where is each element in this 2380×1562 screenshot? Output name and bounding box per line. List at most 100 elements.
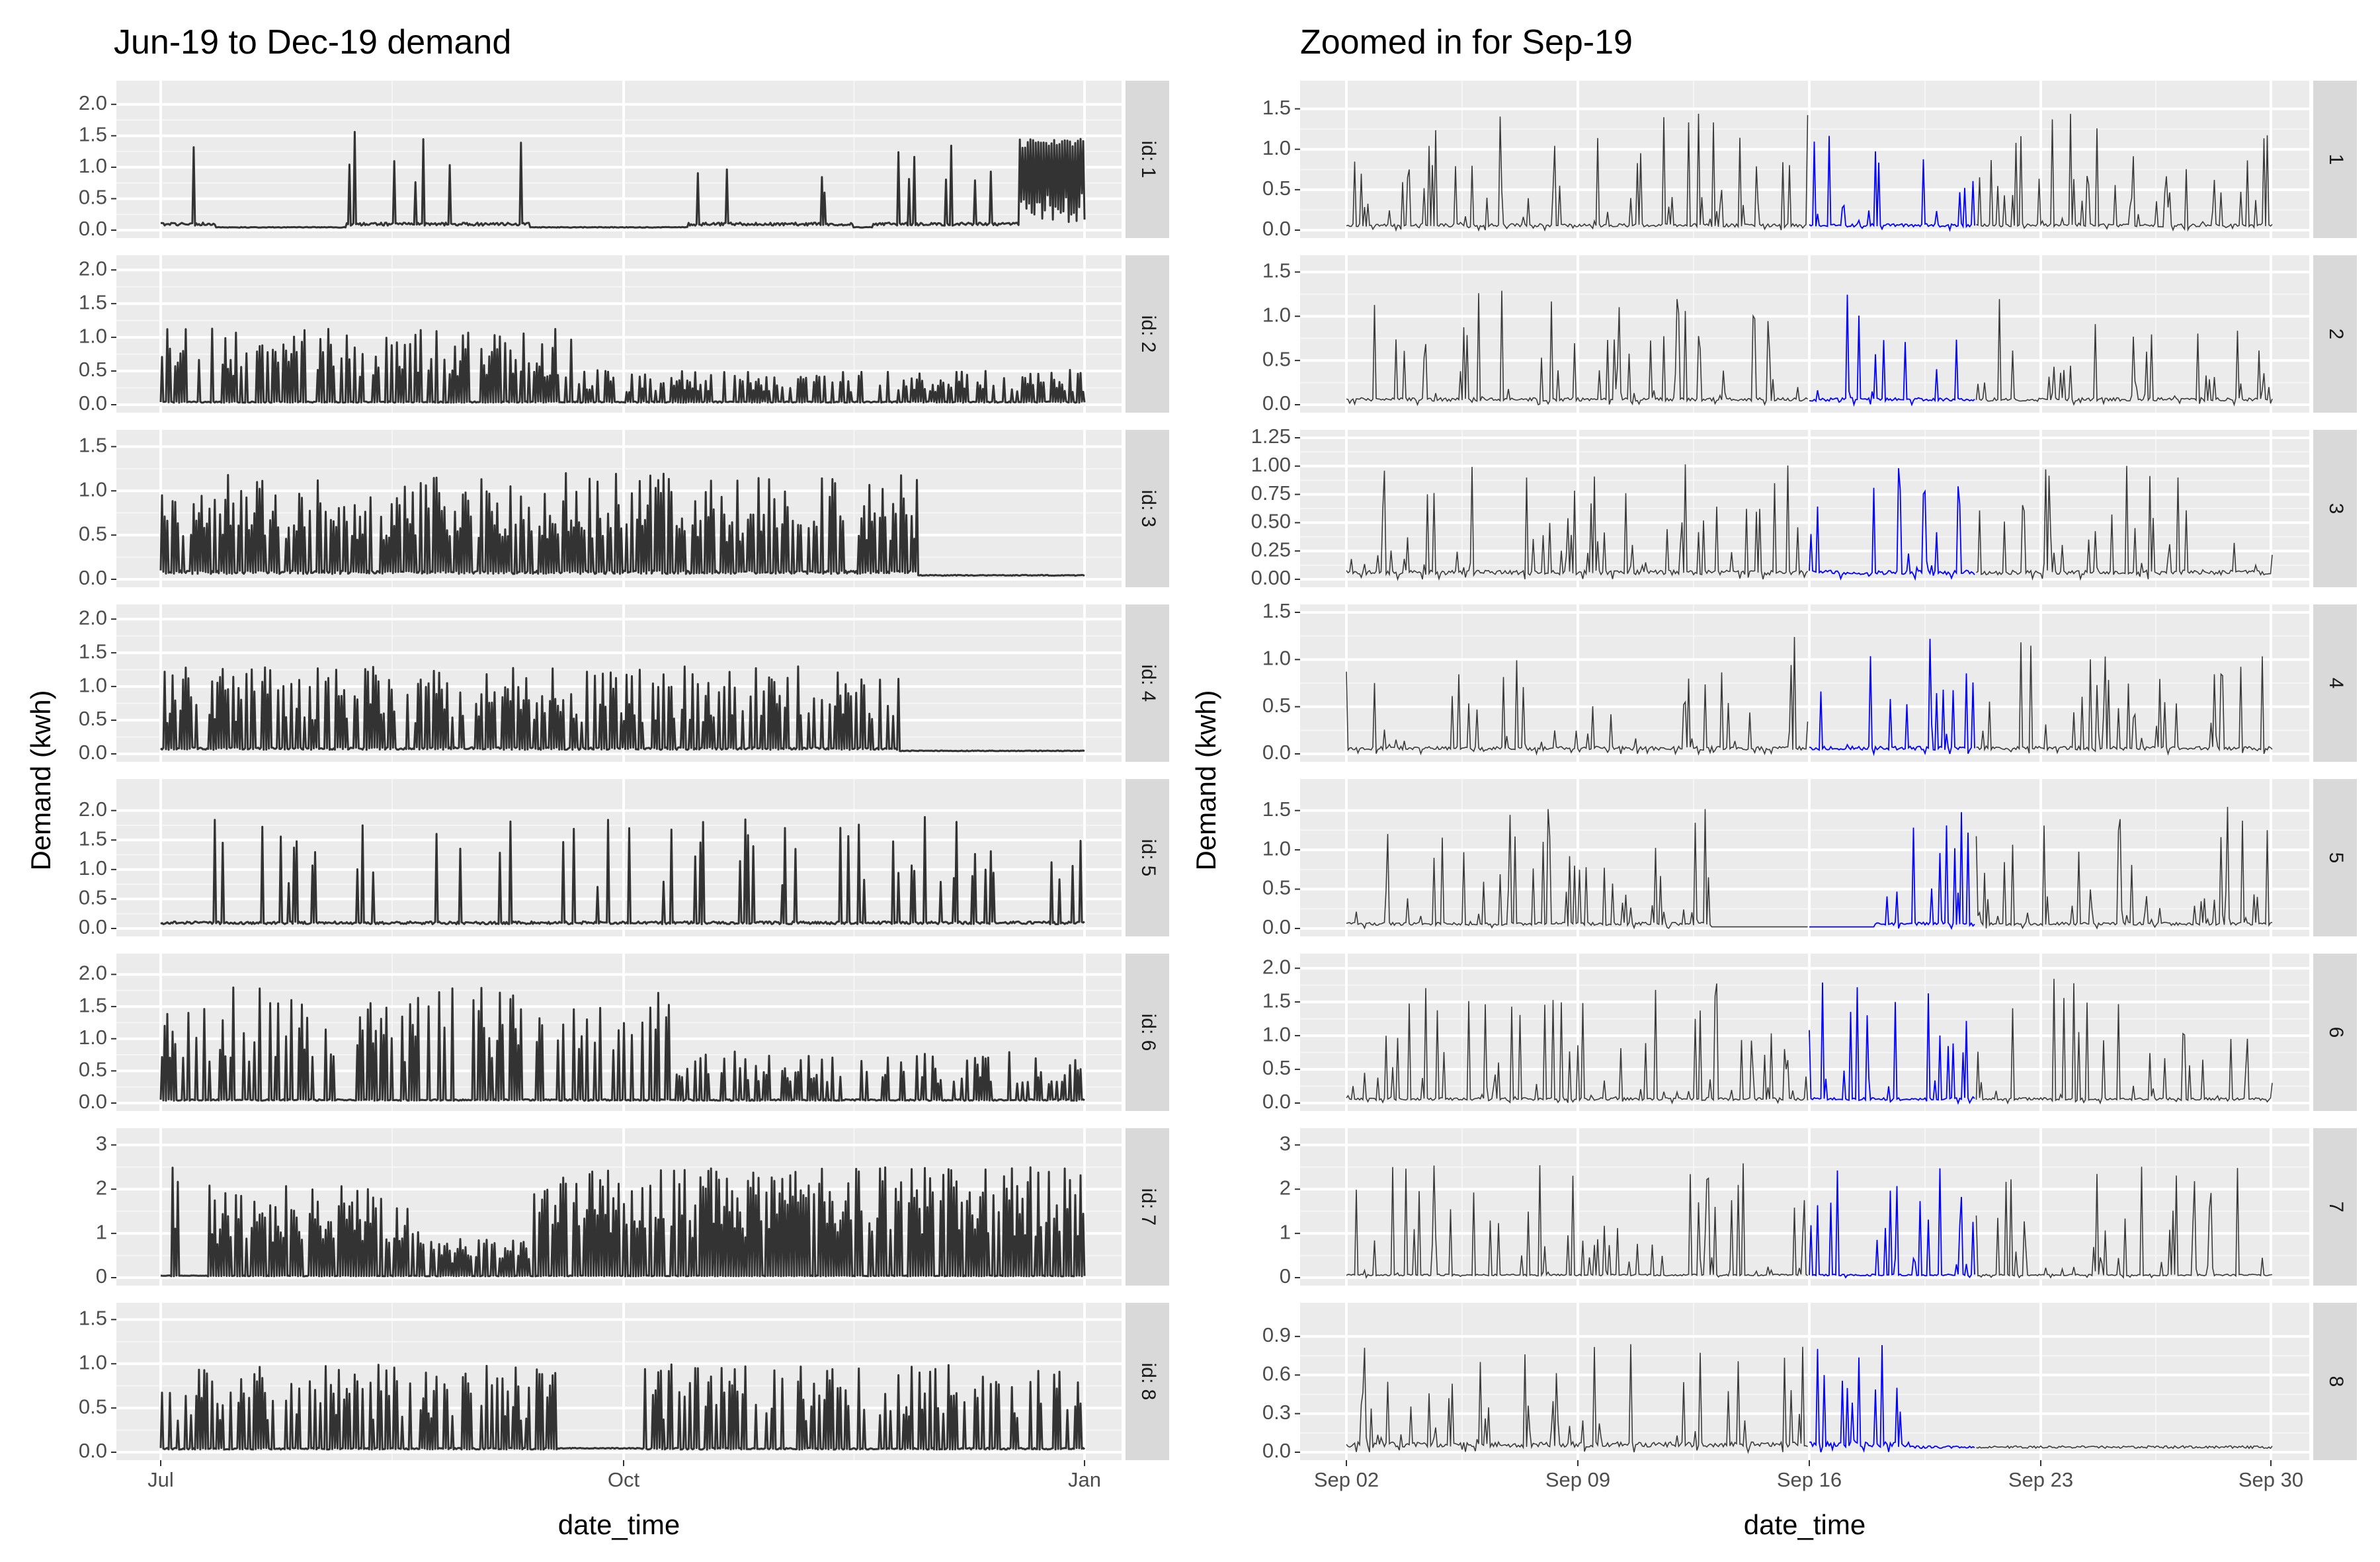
right-panel-1-ytick-label: 0.5: [1262, 177, 1291, 200]
left-panel-7-ytick-label: 2: [96, 1176, 107, 1199]
right-panel-3-ytick-label: 0.00: [1251, 566, 1291, 589]
left-panel-2-ytick-label: 2.0: [79, 257, 107, 280]
right-panel-7-ytick-label: 0: [1280, 1264, 1291, 1288]
left-panel-6-ytick-label: 2.0: [79, 962, 107, 985]
left-panel-5-strip-label: id: 5: [1137, 839, 1159, 877]
right-panel-5-strip: [2313, 779, 2357, 936]
left-panel-8-ytick-label: 1.5: [79, 1307, 107, 1330]
right-panel-3-ytick-label: 1.25: [1251, 425, 1291, 448]
right-panel-6-strip: [2313, 954, 2357, 1111]
left-panel-1-background: [116, 81, 1122, 238]
right-panel-1-ytick-label: 1.0: [1262, 136, 1291, 159]
right-panel-4-strip: [2313, 604, 2357, 762]
right-panel-8-background: [1300, 1303, 2309, 1460]
right-panel-3-ytick-label: 0.25: [1251, 538, 1291, 561]
right-panel-4-strip-label: 4: [2325, 678, 2347, 689]
left-panel-8-series-line: [159, 1363, 1086, 1451]
left-panel-6-ytick-label: 0.0: [79, 1090, 107, 1113]
left-panel-8-strip: [1126, 1303, 1169, 1460]
right-panel-4-ytick-label: 0.5: [1262, 694, 1291, 717]
right-panel-1-highlight-line: [1809, 136, 1975, 232]
right-panel-7-highlight-line: [1809, 1168, 1975, 1279]
right-panel-3-ytick-label: 0.75: [1251, 481, 1291, 505]
right-panel-2-strip-label: 2: [2325, 329, 2347, 340]
right-panel-5-ytick-label: 1.5: [1262, 798, 1291, 821]
left-panel-1-series-line: [160, 131, 1086, 229]
right-panel-7-strip-label: 7: [2325, 1202, 2347, 1213]
left-panel-3-ytick-label: 1.5: [79, 434, 107, 457]
left-panel-6-ytick-label: 1.0: [79, 1026, 107, 1049]
left-panel-1-ytick-label: 0.5: [79, 186, 107, 209]
right-panel-2-ytick-label: 0.5: [1262, 347, 1291, 370]
right-panel-2-ytick-label: 1.0: [1262, 303, 1291, 326]
left-panel-6-strip-label: id: 6: [1137, 1014, 1159, 1051]
left-panel-2-strip: [1126, 255, 1169, 413]
right-xtick-label: Sep 30: [2238, 1468, 2303, 1491]
right-panel-3-highlight-line: [1809, 468, 1975, 581]
right-panel-2-highlight-line: [1809, 294, 1975, 407]
right-panel-6-highlight-line: [1809, 982, 1975, 1105]
left-panel-6-strip: [1126, 954, 1169, 1111]
right-panel-2-background: [1300, 255, 2309, 413]
left-panel-3-ytick-label: 1.0: [79, 477, 107, 501]
right-panel-3-ytick-label: 1.00: [1251, 453, 1291, 476]
left-panel-8-ytick-label: 1.0: [79, 1350, 107, 1374]
right-panel-1-background: [1300, 81, 2309, 238]
left-panel-6-ytick-label: 0.5: [79, 1058, 107, 1081]
left-panel-6-ytick-label: 1.5: [79, 993, 107, 1016]
left-panel-7-strip-label: id: 7: [1137, 1188, 1159, 1226]
left-panel-1-ytick-label: 1.5: [79, 123, 107, 146]
right-panel-6-ytick-label: 1.0: [1262, 1022, 1291, 1046]
left-panel-5-ytick-label: 0.5: [79, 886, 107, 909]
right-panel-1-ytick-label: 0.0: [1262, 217, 1291, 240]
right-panel-7-strip: [2313, 1128, 2357, 1286]
right-panel-8-ytick-label: 0.9: [1262, 1323, 1291, 1346]
right-panel-1-ytick-label: 1.5: [1262, 96, 1291, 119]
left-panel-4-ytick-label: 0.0: [79, 741, 107, 764]
right-panel-8-strip-label: 8: [2325, 1376, 2347, 1387]
right-y-axis-label: Demand (kwh): [1190, 690, 1221, 870]
left-panel-3-strip-label: id: 3: [1137, 490, 1159, 528]
right-panel-5-background: [1300, 779, 2309, 936]
left-panel-1-ytick-label: 2.0: [79, 91, 107, 114]
left-panel-1-strip-label: id: 1: [1137, 141, 1159, 179]
left-panel-2-ytick-label: 0.0: [79, 391, 107, 415]
left-xtick-label: Jul: [147, 1468, 174, 1491]
left-panel-8-ytick-label: 0.5: [79, 1395, 107, 1418]
right-panel-4-ytick-label: 0.0: [1262, 741, 1291, 764]
right-panel-7-ytick-label: 3: [1280, 1132, 1291, 1155]
right-panel-5-series-line: [1346, 807, 2273, 930]
left-chart-title: Jun-19 to Dec-19 demand: [114, 23, 512, 62]
right-panel-5-ytick-label: 1.0: [1262, 837, 1291, 860]
right-panel-6-series-line: [1346, 979, 2273, 1105]
right-panel-5-ytick-label: 0.5: [1262, 876, 1291, 899]
left-panel-3-series-line: [159, 472, 1085, 577]
left-panel-3-strip: [1126, 430, 1169, 587]
right-chart-title: Zoomed in for Sep-19: [1300, 23, 1633, 62]
right-panel-5-strip-label: 5: [2325, 852, 2347, 864]
right-panel-7-series-line: [1346, 1163, 2273, 1280]
left-panel-5-ytick-label: 2.0: [79, 798, 107, 821]
left-panel-7-ytick-label: 1: [96, 1220, 107, 1243]
left-panel-5-ytick-label: 1.5: [79, 827, 107, 850]
left-panel-4-ytick-label: 0.5: [79, 707, 107, 730]
left-xtick-label: Jan: [1068, 1468, 1101, 1491]
left-panel-8-strip-label: id: 8: [1137, 1363, 1159, 1401]
right-panel-8-strip: [2313, 1303, 2357, 1460]
right-panel-3-ytick-label: 0.50: [1251, 510, 1291, 533]
left-panel-3-ytick-label: 0.5: [79, 522, 107, 545]
left-panel-8-ytick-label: 0.0: [79, 1439, 107, 1462]
right-panel-5-ytick-label: 0.0: [1262, 915, 1291, 938]
right-panel-4-highlight-line: [1809, 638, 1975, 757]
left-panel-5-ytick-label: 1.0: [79, 856, 107, 880]
left-y-axis-label: Demand (kwh): [25, 690, 56, 870]
right-panel-1-strip: [2313, 81, 2357, 238]
right-panel-3-strip-label: 3: [2325, 503, 2347, 514]
right-panel-4-ytick-label: 1.5: [1262, 599, 1291, 622]
right-panel-2-series-line: [1346, 290, 2273, 407]
right-panel-8-series-line: [1346, 1344, 2273, 1454]
left-panel-7-ytick-label: 0: [96, 1264, 107, 1288]
right-panel-6-ytick-label: 0.0: [1262, 1090, 1291, 1113]
left-panel-4-strip: [1126, 604, 1169, 762]
left-panel-2-ytick-label: 0.5: [79, 358, 107, 381]
